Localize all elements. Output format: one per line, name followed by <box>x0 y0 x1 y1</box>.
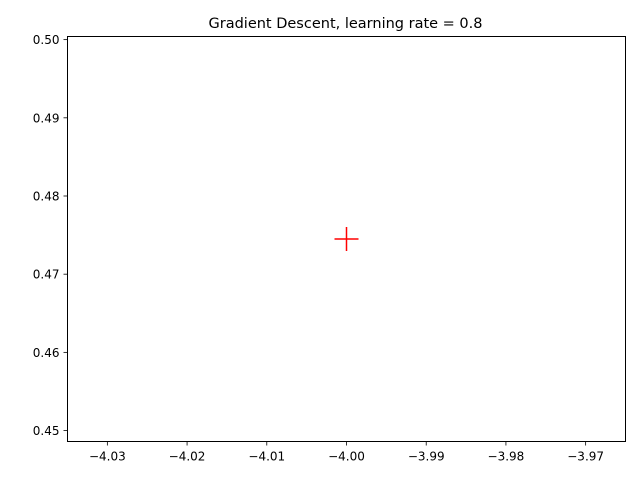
y-tick-label: 0.49 <box>33 111 60 125</box>
x-tick-label: −4.02 <box>169 450 206 464</box>
data-point-marker <box>334 227 359 251</box>
x-tick-label: −4.03 <box>89 450 126 464</box>
x-tick-label: −4.01 <box>248 450 285 464</box>
y-tick-label: 0.47 <box>33 268 60 282</box>
x-tick-label: −3.97 <box>567 450 604 464</box>
x-tick-label: −4.00 <box>328 450 365 464</box>
y-axis: 0.45 0.46 0.47 0.48 0.49 0.50 <box>33 33 68 438</box>
x-tick-label: −3.98 <box>488 450 525 464</box>
x-axis: −4.03 −4.02 −4.01 −4.00 −3.99 −3.98 −3.97 <box>89 441 604 464</box>
x-tick-label: −3.99 <box>408 450 445 464</box>
chart-title: Gradient Descent, learning rate = 0.8 <box>209 16 483 32</box>
y-tick-label: 0.45 <box>33 424 60 438</box>
y-tick-label: 0.46 <box>33 346 60 360</box>
y-tick-label: 0.48 <box>33 189 60 203</box>
y-tick-label: 0.50 <box>33 33 60 47</box>
data-marks <box>334 227 359 251</box>
